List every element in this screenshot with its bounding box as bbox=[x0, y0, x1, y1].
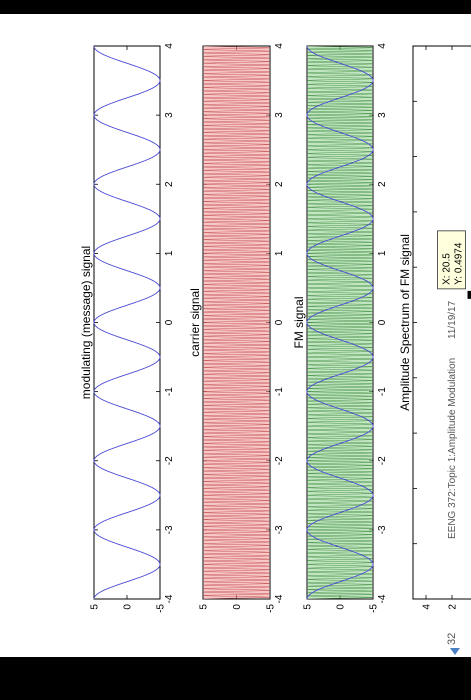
x-tick-label-0-1: -3 bbox=[164, 525, 175, 534]
fm-signal-title: FM signal bbox=[292, 296, 306, 348]
fm-message-overlay-line bbox=[306, 45, 374, 600]
datatip-box bbox=[437, 230, 466, 290]
x-tick-label-2-0: -4 bbox=[377, 594, 388, 603]
x-tick-label-0-6: 2 bbox=[164, 181, 175, 187]
carrier-signal-line bbox=[202, 45, 271, 600]
datatip[interactable]: X: 20.5 Y: 0.4974 bbox=[437, 230, 471, 299]
x-tick-label-2-8: 4 bbox=[377, 43, 388, 49]
y-tick-label-2-0: -5 bbox=[369, 604, 380, 613]
carrier-signal-subplot: carrier signal -4 -3 -2 -1 0 1 2 3 4 -5 0 5 bbox=[188, 43, 285, 613]
x-tick-label-2-6: 2 bbox=[377, 181, 388, 187]
fm-spectrum-axes bbox=[412, 45, 471, 600]
slide-number: 32 bbox=[446, 633, 458, 645]
x-tick-label-0-7: 3 bbox=[164, 112, 175, 118]
x-tick-label-2-1: -3 bbox=[377, 525, 388, 534]
y-tick-label-2-1: 0 bbox=[336, 604, 347, 610]
y-tick-label-3-1: 2 bbox=[448, 604, 459, 610]
figure: modulating (message) signal -4 -3 -2 -1 0 1 2 3… bbox=[0, 14, 471, 662]
message-signal-line bbox=[93, 45, 161, 600]
y-tick-label-0-2: 5 bbox=[90, 604, 101, 610]
x-tick-label-2-3: -1 bbox=[377, 387, 388, 396]
x-tick-label-0-8: 4 bbox=[164, 43, 175, 49]
x-tick-label-1-7: 3 bbox=[274, 112, 285, 118]
datatip-x: X: 20.5 bbox=[442, 253, 453, 285]
y-tick-label-1-1: 0 bbox=[232, 604, 243, 610]
slide: modulating (message) signal -4 -3 -2 -1 0 1 2 3… bbox=[0, 14, 471, 657]
modulating-signal-subplot: modulating (message) signal -4 -3 -2 -1 0 1 2 3… bbox=[79, 43, 175, 613]
y-tick-label-3-2: 4 bbox=[422, 604, 433, 610]
x-tick-label-1-1: -3 bbox=[274, 525, 285, 534]
x-tick-label-2-4: 0 bbox=[377, 319, 388, 325]
y-tick-label-1-2: 5 bbox=[199, 604, 210, 610]
y-tick-label-2-2: 5 bbox=[303, 604, 314, 610]
x-tick-label-0-4: 0 bbox=[164, 319, 175, 325]
course-text: EENG 372:Topic 1:Amplitude Modulation bbox=[447, 358, 458, 539]
x-tick-label-2-7: 3 bbox=[377, 112, 388, 118]
x-tick-label-0-0: -4 bbox=[164, 594, 175, 603]
y-tick-label-0-1: 0 bbox=[123, 604, 134, 610]
datatip-y: Y: 0.4974 bbox=[454, 242, 465, 285]
x-tick-label-0-2: -2 bbox=[164, 456, 175, 465]
x-tick-label-1-8: 4 bbox=[274, 43, 285, 49]
y-tick-label-1-0: -5 bbox=[266, 604, 277, 613]
fm-spectrum-title: Amplitude Spectrum of FM signal bbox=[398, 234, 412, 411]
x-tick-label-1-0: -4 bbox=[274, 594, 285, 603]
x-tick-label-0-3: -1 bbox=[164, 387, 175, 396]
slide-footer: 32 EENG 372:Topic 1:Amplitude Modulation… bbox=[446, 300, 460, 655]
y-tick-label-0-0: -5 bbox=[156, 604, 167, 613]
fm-fill bbox=[308, 47, 372, 598]
x-tick-label-1-3: -1 bbox=[274, 387, 285, 396]
x-tick-label-0-5: 1 bbox=[164, 250, 175, 256]
fm-signal-subplot: FM signal -4 -3 -2 -1 0 1 2 3 4 -5 0 5 bbox=[292, 43, 388, 613]
x-tick-label-1-5: 1 bbox=[274, 250, 285, 256]
x-tick-label-2-2: -2 bbox=[377, 456, 388, 465]
x-tick-label-2-5: 1 bbox=[377, 250, 388, 256]
fm-spectrum-subplot: Amplitude Spectrum of FM signal 15161718… bbox=[398, 45, 471, 610]
x-tick-label-1-4: 0 bbox=[274, 319, 285, 325]
x-tick-label-1-2: -2 bbox=[274, 456, 285, 465]
slide-marker-icon bbox=[450, 648, 460, 655]
footer-date: 11/19/17 bbox=[447, 300, 458, 339]
modulating-signal-title: modulating (message) signal bbox=[79, 246, 93, 399]
carrier-signal-title: carrier signal bbox=[188, 288, 202, 357]
modulating-signal-axes bbox=[93, 45, 161, 600]
x-tick-label-1-6: 2 bbox=[274, 181, 285, 187]
datatip-marker bbox=[467, 290, 471, 299]
figure-canvas: modulating (message) signal -4-3-2-10123… bbox=[79, 43, 471, 655]
